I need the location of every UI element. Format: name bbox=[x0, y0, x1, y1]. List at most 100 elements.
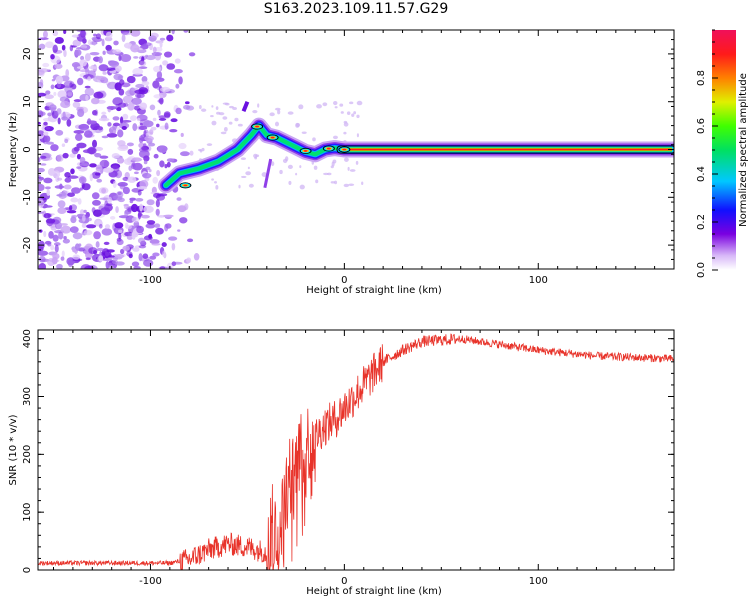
faint-dot bbox=[274, 107, 281, 111]
noise-blob bbox=[68, 205, 73, 211]
noise-blob bbox=[70, 168, 75, 175]
noise-blob bbox=[73, 99, 82, 103]
noise-blob bbox=[120, 248, 125, 255]
noise-blob bbox=[149, 129, 154, 135]
noise-blob bbox=[92, 109, 98, 116]
noise-blob bbox=[149, 104, 156, 111]
noise-blob bbox=[38, 157, 41, 163]
noise-blob bbox=[176, 197, 182, 201]
noise-blob bbox=[76, 77, 84, 86]
noise-blob bbox=[44, 186, 51, 190]
noise-blob bbox=[54, 244, 59, 253]
noise-blob bbox=[183, 30, 189, 33]
noise-blob bbox=[114, 222, 124, 229]
noise-blob bbox=[45, 41, 54, 49]
faint-dot bbox=[225, 102, 230, 106]
noise-blob bbox=[161, 242, 167, 247]
noise-blob bbox=[169, 128, 178, 133]
noise-blob bbox=[179, 217, 188, 224]
noise-blob bbox=[159, 266, 166, 269]
noise-blob bbox=[131, 97, 142, 105]
noise-blob bbox=[123, 203, 129, 207]
noise-blob bbox=[56, 154, 64, 162]
noise-blob bbox=[126, 235, 133, 240]
snr-ytick-label: 200 bbox=[22, 445, 33, 464]
faint-dot bbox=[340, 111, 344, 114]
noise-blob bbox=[72, 39, 82, 47]
noise-blob bbox=[131, 188, 141, 193]
noise-blob bbox=[131, 157, 143, 162]
faint-dot bbox=[201, 147, 205, 152]
faint-dot bbox=[295, 122, 300, 128]
faint-dot bbox=[313, 165, 318, 170]
noise-blob bbox=[83, 130, 93, 138]
noise-blob bbox=[89, 163, 97, 168]
noise-blob bbox=[43, 121, 48, 126]
noise-blob bbox=[162, 250, 166, 258]
noise-blob bbox=[137, 186, 148, 190]
faint-dot bbox=[299, 184, 305, 190]
noise-blob bbox=[78, 243, 82, 247]
noise-blob bbox=[117, 145, 129, 152]
chart-title: S163.2023.109.11.57.G29 bbox=[263, 1, 449, 17]
noise-blob bbox=[87, 70, 96, 79]
noise-blob bbox=[88, 66, 98, 70]
faint-dot bbox=[279, 169, 283, 175]
noise-blob bbox=[163, 111, 171, 118]
noise-blob bbox=[74, 49, 82, 56]
noise-blob bbox=[171, 242, 176, 251]
noise-blob bbox=[140, 214, 150, 219]
noise-blob bbox=[102, 71, 107, 75]
noise-blob bbox=[145, 133, 150, 137]
noise-blob bbox=[93, 91, 104, 99]
noise-blob bbox=[52, 170, 61, 178]
noise-blob bbox=[76, 66, 84, 69]
spec-ytick-label: 10 bbox=[22, 95, 33, 108]
noise-blob bbox=[156, 123, 160, 128]
noise-blob bbox=[159, 37, 166, 41]
noise-blob bbox=[115, 65, 122, 72]
noise-blob bbox=[108, 264, 117, 269]
noise-blob bbox=[58, 191, 67, 199]
noise-blob bbox=[104, 224, 111, 229]
faint-dot bbox=[344, 157, 349, 162]
colorbar-tick-label: 0.0 bbox=[696, 262, 707, 278]
noise-blob bbox=[132, 67, 144, 76]
spec-ytick-label: -20 bbox=[22, 237, 33, 253]
snr-series-line bbox=[38, 333, 674, 570]
noise-blob bbox=[133, 265, 141, 269]
noise-blob bbox=[142, 120, 154, 128]
noise-blob bbox=[155, 227, 164, 235]
noise-blob bbox=[145, 166, 151, 171]
faint-dot bbox=[238, 184, 241, 189]
colorbar-label: Normalized spectral amplitude bbox=[738, 73, 749, 227]
noise-blob bbox=[178, 76, 183, 85]
noise-blob bbox=[131, 216, 140, 223]
noise-blob bbox=[101, 135, 109, 139]
faint-dot bbox=[333, 101, 338, 106]
noise-blob bbox=[60, 100, 71, 109]
noise-blob bbox=[168, 236, 178, 241]
noise-blob bbox=[57, 117, 61, 125]
noise-blob bbox=[139, 122, 143, 126]
noise-blob bbox=[180, 151, 190, 157]
noise-blob bbox=[121, 125, 127, 130]
snr-ytick-label: 400 bbox=[22, 329, 33, 348]
noise-blob bbox=[101, 187, 107, 194]
noise-blob bbox=[79, 163, 90, 166]
faint-dot bbox=[211, 120, 217, 126]
noise-blob bbox=[189, 150, 194, 156]
faint-dot bbox=[211, 178, 214, 181]
noise-blob bbox=[98, 255, 104, 262]
faint-dot bbox=[215, 106, 219, 110]
noise-blob bbox=[159, 97, 164, 105]
faint-dot bbox=[312, 137, 316, 142]
noise-blob bbox=[50, 53, 55, 60]
noise-blob bbox=[92, 209, 103, 217]
noise-blob bbox=[124, 222, 129, 229]
faint-dot bbox=[356, 133, 359, 138]
noise-blob bbox=[91, 192, 100, 200]
noise-blob bbox=[89, 51, 100, 56]
noise-blob bbox=[136, 225, 145, 234]
